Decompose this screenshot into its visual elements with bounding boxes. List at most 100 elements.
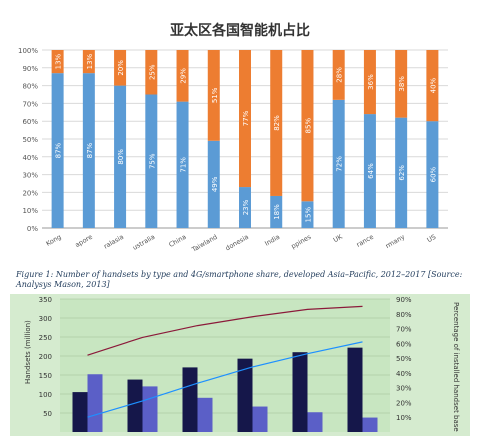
y-tick-label: 60% [22,118,38,126]
data-label: 87% [55,142,63,158]
data-label: 51% [211,87,219,103]
data-label: 80% [117,149,125,165]
data-label: 71% [180,157,188,173]
bar-segment [207,50,220,141]
y-tick-label: 200 [39,353,52,361]
bar-segment [395,117,408,228]
y2-tick-label: 70% [396,326,412,334]
bar-segment [239,187,251,228]
handset-combo-chart: 50 100 150 200 250 300 350 10% 20% 30% 40% 50% 60% 70… [10,266,470,436]
data-label: 85% [304,118,312,134]
bar-segment [51,50,64,74]
data-label: 18% [273,204,281,220]
x-tick-label: UK [332,232,344,244]
x-tick-label: US [426,233,438,244]
stacked-bar-chart: 0% 10% 20% 30% 40% 50% 60% 70% 80% 90% 100% 87% 13% K… [18,47,448,254]
bar [362,417,378,432]
data-label: 23% [242,199,250,215]
bar-segment [332,50,345,100]
bar [347,347,363,432]
y-axis-label-right: Percentage of installed handset base [452,302,460,432]
y-tick-label: 50 [43,410,52,418]
y-tick-label: 100% [18,47,38,55]
bar-segment [176,50,189,102]
data-label: 38% [398,76,406,92]
y-tick-label: 70% [22,100,38,108]
plot-area [60,299,390,432]
bar [127,379,143,432]
y-tick-label: 20% [22,189,38,197]
x-tick-label: Kong [45,233,63,248]
y-tick-label: 10% [22,207,38,215]
bar-segment [207,140,220,228]
data-label: 13% [55,53,63,69]
bar [252,406,268,432]
chart-title: 亚太区各国智能机占比 [170,23,310,39]
y-tick-label: 30% [22,172,38,180]
bar [142,386,158,432]
bar-segment [114,85,127,228]
data-label: 29% [180,68,188,84]
data-label: 72% [336,156,344,172]
y-tick-label: 40% [22,154,38,162]
x-tick-label: ralasia [102,233,125,251]
bar-segment [426,121,439,228]
y-tick-label: 350 [39,296,52,304]
y-tick-label: 300 [39,315,52,323]
caption-background [10,266,470,294]
bar-segment [239,50,251,188]
data-label: 49% [211,176,219,192]
bar-segment [332,99,345,228]
bar-segment [82,50,95,74]
bar-segment [395,50,408,118]
bar-segment [82,73,95,228]
bar [292,352,308,432]
y2-tick-label: 90% [396,296,412,304]
x-tick-label: Taiwland [190,233,219,254]
bar [307,412,323,432]
y2-tick-label: 20% [396,399,412,407]
x-tick-label: India [263,233,281,248]
y-tick-label: 50% [22,136,38,144]
bar-segment [114,50,127,86]
y2-tick-label: 80% [396,311,412,319]
data-label: 13% [86,53,94,69]
x-tick-label: ustralia [131,233,156,252]
x-tick-label: rance [355,233,375,249]
series-line [87,341,363,418]
data-label: 28% [336,67,344,83]
data-label: 62% [398,165,406,181]
y2-tick-label: 60% [396,340,412,348]
y-tick-label: 90% [22,65,38,73]
y-tick-label: 80% [22,83,38,91]
data-label: 87% [86,142,94,158]
bar-segment [145,94,158,228]
bar [237,358,253,432]
bar [87,374,103,432]
bar-segment [51,73,64,228]
y-axis-label-left: Handsets (million) [24,320,32,384]
data-label: 15% [304,207,312,223]
bar-segment [363,114,376,228]
bar-segment [145,50,158,95]
data-label: 25% [148,64,156,80]
bar [72,392,88,432]
bar-segment [176,101,189,228]
bar-segment [426,50,439,122]
x-tick-label: ppines [290,233,313,251]
bar-segment [301,50,314,202]
y-tick-label: 250 [39,334,52,342]
x-tick-label: apore [74,233,94,249]
figure-caption: Figure 1: Number of handsets by type and… [16,270,463,289]
y2-tick-label: 30% [396,385,412,393]
data-label: 77% [242,110,250,126]
y2-tick-label: 50% [396,355,412,363]
y-tick-label: 150 [39,372,52,380]
y-tick-label: 0% [27,225,38,233]
data-label: 40% [429,77,437,93]
bar-segment [270,50,283,196]
series-line [87,305,363,356]
bar [197,397,213,432]
x-tick-label: donesia [224,233,250,253]
data-label: 36% [367,74,375,90]
